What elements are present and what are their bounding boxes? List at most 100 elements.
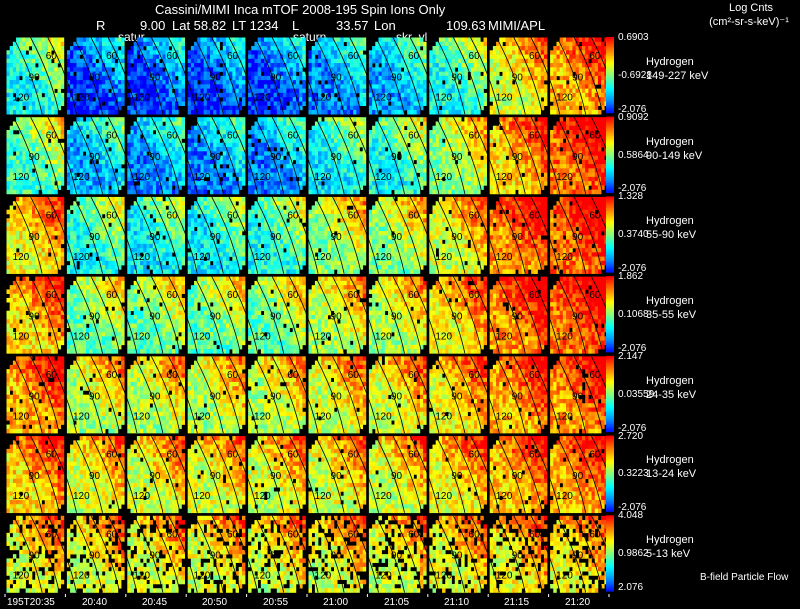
heatmap-cell xyxy=(508,54,513,60)
heatmap-cell xyxy=(518,41,522,47)
heatmap-cell xyxy=(353,58,357,64)
heatmap-cell xyxy=(12,67,17,72)
heatmap-cell xyxy=(140,159,144,165)
heatmap-cell xyxy=(308,80,312,85)
heatmap-cell xyxy=(327,97,332,102)
heatmap-cell xyxy=(270,164,274,169)
heatmap-cell xyxy=(311,151,316,156)
heatmap-cell xyxy=(76,63,80,68)
heatmap-cell xyxy=(321,37,325,43)
heatmap-cell xyxy=(340,185,344,190)
heatmap-cell xyxy=(302,181,306,186)
heatmap-cell xyxy=(311,176,316,182)
heatmap-cell xyxy=(454,50,459,55)
heatmap-cell xyxy=(451,71,456,77)
heatmap-cell xyxy=(416,46,421,51)
heatmap-cell xyxy=(35,147,39,152)
heatmap-cell xyxy=(512,54,516,60)
heatmap-cell xyxy=(229,155,233,161)
colorbar-log-unit: (cm²-sr-s-keV)⁻¹ xyxy=(694,15,800,28)
heatmap-cell xyxy=(229,71,233,77)
heatmap-cell xyxy=(210,151,214,156)
heatmap-cell xyxy=(391,134,395,139)
heatmap-cell xyxy=(346,41,351,47)
heatmap-cell xyxy=(407,46,411,51)
heatmap-cell xyxy=(413,80,418,85)
heatmap-cell xyxy=(521,109,526,115)
heatmap-cell xyxy=(566,54,570,60)
heatmap-cell xyxy=(527,75,532,81)
heatmap-cell xyxy=(6,138,10,144)
heatmap-cell xyxy=(152,147,157,152)
heatmap-cell xyxy=(505,41,510,47)
heatmap-cell xyxy=(6,63,10,68)
heatmap-cell xyxy=(28,84,33,89)
heatmap-cell xyxy=(384,71,389,77)
heatmap-cell xyxy=(92,92,96,98)
heatmap-cell xyxy=(146,37,150,43)
heatmap-cell xyxy=(9,164,14,169)
heatmap-cell xyxy=(353,151,357,156)
heatmap-cell xyxy=(416,125,421,131)
heatmap-cell xyxy=(216,41,220,47)
heatmap-cell xyxy=(537,67,542,72)
heatmap-cell xyxy=(299,117,303,122)
heatmap-cell xyxy=(318,164,322,169)
heatmap-cell xyxy=(114,54,119,60)
heatmap-cell xyxy=(270,138,274,144)
heatmap-cell xyxy=(515,109,519,115)
heatmap-cell xyxy=(556,80,560,85)
heatmap-cell xyxy=(359,50,364,55)
heatmap-cell xyxy=(105,92,109,98)
heatmap-cell xyxy=(286,121,290,127)
heatmap-cell xyxy=(95,54,100,60)
heatmap-cell xyxy=(41,142,46,148)
heatmap-cell xyxy=(311,189,316,195)
heatmap-cell xyxy=(286,97,290,102)
heatmap-cell xyxy=(299,151,303,156)
heatmap-cell xyxy=(171,121,176,127)
heatmap-cell xyxy=(562,105,567,111)
heatmap-cell xyxy=(117,176,122,182)
heatmap-cell xyxy=(295,88,300,94)
heatmap-cell xyxy=(143,97,147,102)
heatmap-cell xyxy=(114,151,119,156)
heatmap-cell xyxy=(314,130,319,135)
heatmap-cell xyxy=(232,80,236,85)
heatmap-cell xyxy=(559,88,564,94)
heatmap-cell xyxy=(73,75,77,81)
heatmap-cell xyxy=(22,134,26,139)
heatmap-cell xyxy=(159,189,163,195)
heatmap-cell xyxy=(394,75,398,81)
heatmap-cell xyxy=(308,185,312,190)
heatmap-cell xyxy=(311,159,316,165)
heatmap-cell xyxy=(73,97,77,102)
heatmap-cell xyxy=(108,80,112,85)
heatmap-cell xyxy=(264,80,268,85)
heatmap-cell xyxy=(136,138,141,144)
heatmap-cell xyxy=(9,80,14,85)
heatmap-cell xyxy=(143,84,147,89)
heatmap-cell xyxy=(286,67,290,72)
heatmap-cell xyxy=(86,75,90,81)
heatmap-cell xyxy=(378,58,382,64)
heatmap-cell xyxy=(372,101,376,106)
heatmap-cell xyxy=(581,37,586,43)
heatmap-cell xyxy=(171,138,176,144)
heatmap-cell xyxy=(114,80,119,85)
heatmap-cell xyxy=(273,130,278,135)
heatmap-cell xyxy=(473,54,478,60)
heatmap-cell xyxy=(550,54,554,60)
heatmap-cell xyxy=(178,164,182,169)
heatmap-cell xyxy=(559,92,564,98)
heatmap-cell xyxy=(566,58,570,64)
heatmap-cell xyxy=(588,67,592,72)
heatmap-cell xyxy=(216,97,220,102)
heatmap-cell xyxy=(397,117,402,122)
heatmap-cell xyxy=(308,75,312,81)
heatmap-cell xyxy=(343,71,348,77)
heatmap-cell xyxy=(566,92,570,98)
heatmap-cell xyxy=(178,88,182,94)
heatmap-cell xyxy=(216,121,220,127)
heatmap-cell xyxy=(101,67,106,72)
